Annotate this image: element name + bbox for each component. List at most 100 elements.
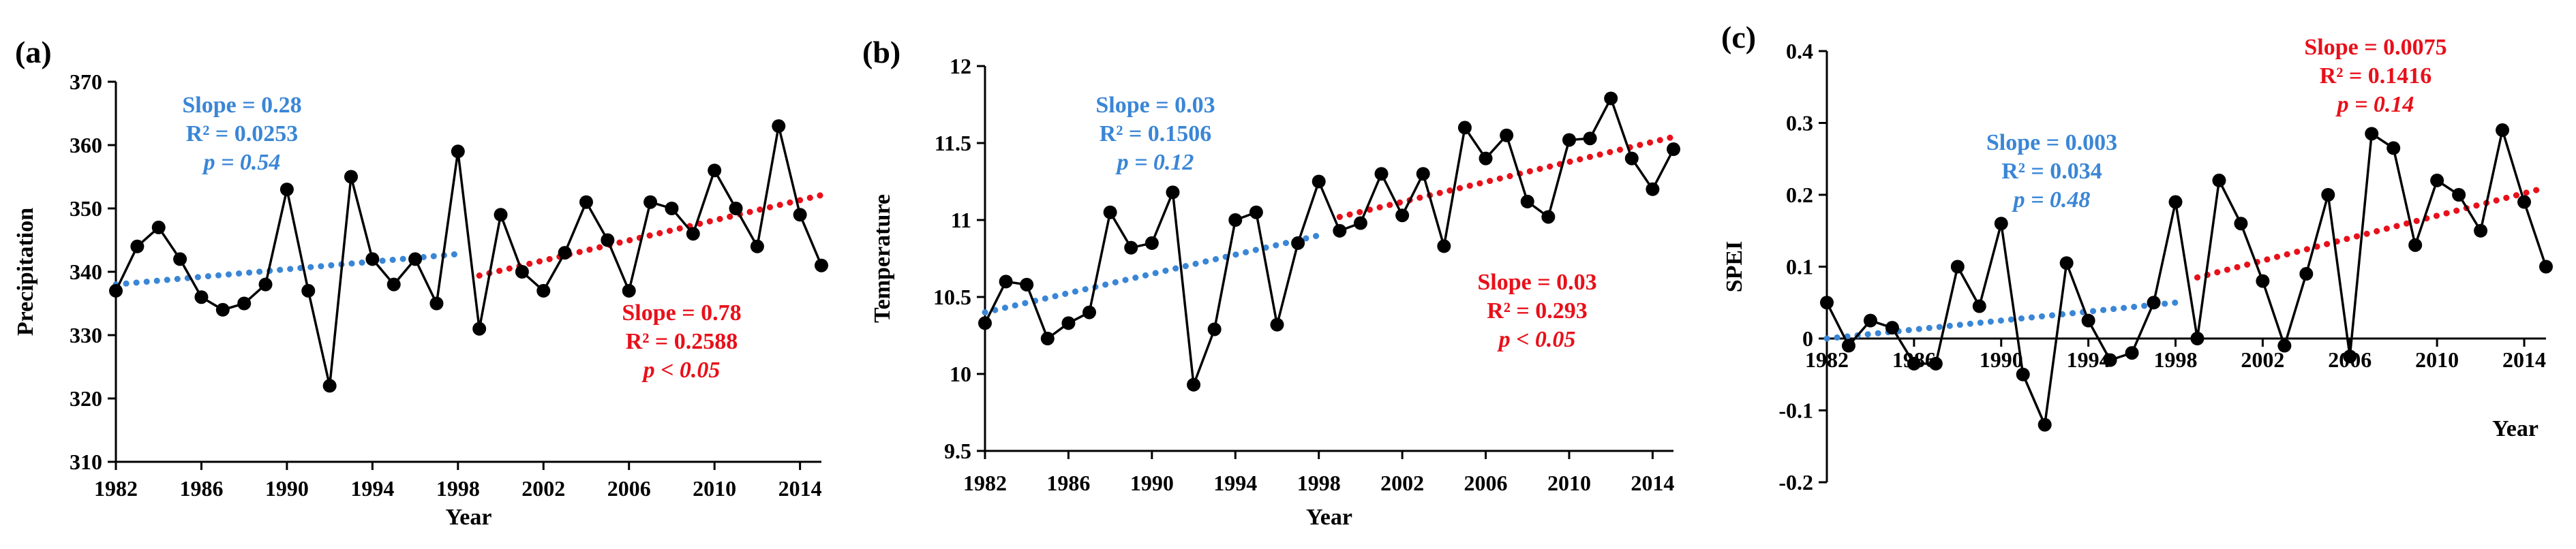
data-point — [558, 246, 572, 260]
y-tick-label: 10 — [950, 362, 971, 386]
data-point — [215, 302, 230, 317]
x-axis-title: Year — [2492, 416, 2539, 441]
data-point — [999, 274, 1013, 289]
x-tick-label: 1990 — [265, 476, 309, 501]
data-point — [1291, 236, 1305, 250]
data-point — [1541, 210, 1556, 224]
x-tick-label: 1994 — [350, 476, 394, 501]
y-tick-label: 0.1 — [1786, 255, 1813, 279]
trend-label-early-r2: R² = 0.0253 — [186, 121, 299, 146]
trend-line-late — [1336, 134, 1677, 220]
y-tick-label: -0.1 — [1778, 398, 1813, 423]
data-point — [2386, 141, 2401, 155]
x-tick-label: 1990 — [1130, 471, 1174, 495]
data-point — [1994, 217, 2008, 231]
x-tick-label: 2010 — [693, 476, 736, 501]
panel-label: (c) — [1721, 20, 1756, 54]
trend-label-late-r2: R² = 0.1416 — [2320, 63, 2432, 89]
data-point — [686, 227, 700, 241]
data-point — [429, 296, 444, 311]
data-point — [536, 283, 551, 298]
x-tick-label: 2006 — [1464, 471, 1508, 495]
data-point — [2147, 296, 2161, 310]
trend-label-early-p: p = 0.12 — [1115, 150, 1194, 175]
data-point — [2277, 339, 2292, 353]
data-point — [1145, 236, 1159, 250]
x-tick-label: 2002 — [1380, 471, 1424, 495]
data-point — [2234, 217, 2248, 231]
data-point — [1228, 213, 1243, 227]
data-point — [2037, 418, 2052, 432]
y-tick-label: 0 — [1802, 326, 1813, 351]
y-tick-label: -0.2 — [1778, 470, 1813, 495]
data-point — [1395, 208, 1410, 223]
y-tick-label: 340 — [70, 260, 102, 284]
data-point — [1667, 142, 1680, 157]
data-point — [2125, 346, 2139, 360]
x-tick-label: 2014 — [2502, 347, 2546, 372]
trend-label-early-r2: R² = 0.034 — [2001, 159, 2102, 184]
data-point — [151, 220, 166, 234]
data-point — [1604, 91, 1618, 106]
data-point — [2016, 367, 2030, 381]
data-point — [772, 119, 786, 134]
data-point — [387, 277, 401, 292]
x-tick-label: 1986 — [1046, 471, 1090, 495]
data-point — [2168, 195, 2183, 209]
data-point — [408, 252, 423, 266]
y-tick-label: 370 — [70, 69, 102, 94]
data-point — [1124, 240, 1138, 255]
data-point — [1437, 239, 1451, 253]
chart-panel-a: (a) 310 320 330 340 350 360 370 1982 1986 1990 1994… — [13, 35, 828, 530]
trend-label-early-slope: Slope = 0.28 — [182, 93, 301, 118]
trend-line-late — [476, 191, 825, 279]
data-point — [279, 183, 294, 197]
data-point — [2321, 188, 2335, 202]
data-point — [258, 277, 273, 292]
trend-line-early — [112, 251, 461, 288]
series-line — [115, 125, 823, 386]
data-point — [365, 252, 380, 266]
data-point — [322, 379, 337, 393]
y-tick-label: 360 — [70, 133, 102, 157]
data-point — [2299, 267, 2314, 281]
x-tick-label: 1982 — [963, 471, 1007, 495]
x-tick-label: 1998 — [1297, 471, 1341, 495]
data-point — [665, 202, 679, 215]
y-axis-title: Precipitation — [13, 208, 38, 336]
data-point — [1583, 131, 1597, 146]
data-point — [1270, 317, 1284, 332]
data-point — [1082, 305, 1097, 319]
data-point — [1928, 356, 1943, 371]
data-point — [451, 144, 465, 159]
trend-label-early-r2: R² = 0.1506 — [1100, 121, 1212, 146]
x-tick-label: 2002 — [2241, 347, 2284, 372]
data-point — [2430, 173, 2444, 187]
data-point — [1863, 313, 1877, 328]
data-point — [1841, 339, 1855, 353]
y-tick-label: 10.5 — [933, 285, 971, 309]
trend-label-early-p: p = 0.48 — [2012, 187, 2091, 213]
x-tick-label: 2010 — [2415, 347, 2459, 372]
panel-label: (b) — [862, 35, 900, 69]
data-point — [1187, 377, 1201, 392]
data-point — [1479, 151, 1493, 166]
data-point — [194, 290, 209, 304]
x-tick-label: 2006 — [607, 476, 651, 501]
trend-line-early — [1823, 299, 2179, 342]
trend-label-late-slope: Slope = 0.78 — [622, 300, 741, 326]
data-point — [1646, 182, 1660, 196]
data-point — [173, 252, 187, 266]
data-point — [1950, 260, 1965, 274]
chart-panel-c: (c)-0.2-0.100.10.20.30.41982198619901994… — [1721, 20, 2553, 495]
trend-label-late-slope: Slope = 0.0075 — [2304, 35, 2446, 60]
data-point — [1500, 128, 1514, 142]
data-point — [2212, 173, 2226, 187]
data-point — [1249, 205, 1263, 219]
data-point — [1166, 185, 1180, 200]
trend-label-late-slope: Slope = 0.03 — [1477, 270, 1596, 295]
trend-label-late-p: p < 0.05 — [641, 358, 721, 383]
x-tick-label: 1982 — [1805, 347, 1849, 372]
data-point — [130, 239, 145, 253]
data-point — [1416, 167, 1430, 181]
